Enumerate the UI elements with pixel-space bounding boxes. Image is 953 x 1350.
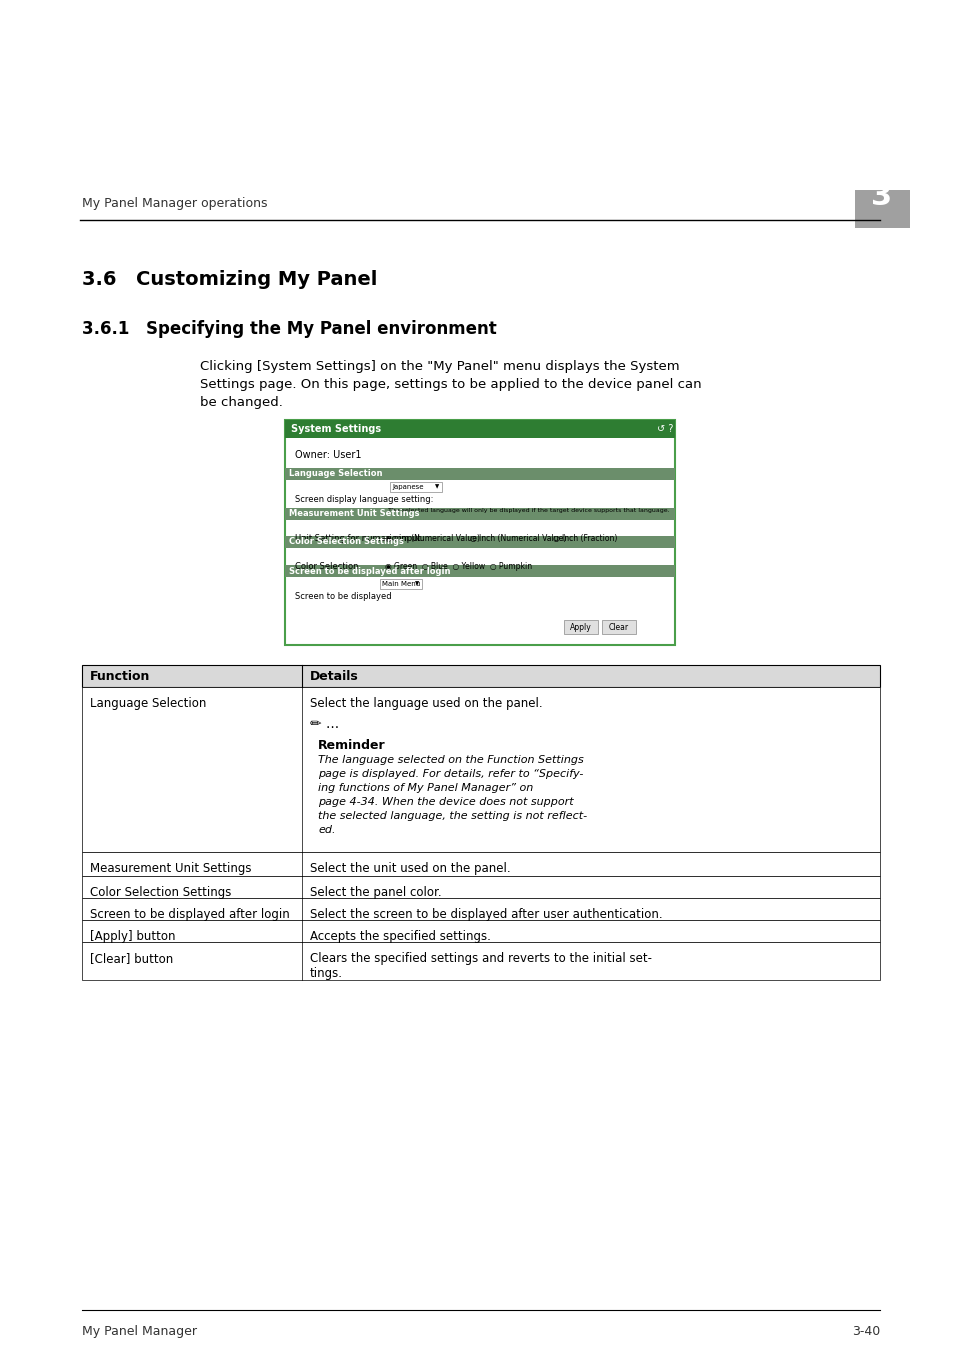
Text: ✏ ...: ✏ ... — [310, 717, 338, 730]
Bar — [82, 876, 879, 898]
Bar — [285, 508, 675, 520]
FancyBboxPatch shape — [854, 190, 909, 228]
FancyBboxPatch shape — [601, 620, 636, 634]
FancyBboxPatch shape — [563, 620, 598, 634]
Text: page 4-34. When the device does not support: page 4-34. When the device does not supp… — [317, 796, 573, 807]
Bar — [82, 852, 879, 876]
Bar — [285, 420, 675, 645]
Text: Measurement Unit Settings: Measurement Unit Settings — [90, 863, 252, 875]
Text: Main Menu: Main Menu — [381, 580, 420, 587]
Text: ○ Inch (Fraction): ○ Inch (Fraction) — [553, 535, 617, 543]
Text: The selected language will only be displayed if the target device supports that : The selected language will only be displ… — [388, 508, 669, 513]
Text: Apply: Apply — [570, 622, 591, 632]
Text: 3.6 Customizing My Panel: 3.6 Customizing My Panel — [82, 270, 377, 289]
Text: the selected language, the setting is not reflect-: the selected language, the setting is no… — [317, 811, 586, 821]
Bar — [285, 536, 675, 548]
Text: 3.6.1 Specifying the My Panel environment: 3.6.1 Specifying the My Panel environmen… — [82, 320, 497, 338]
Text: ◉ Green  ○ Blue  ○ Yellow  ○ Pumpkin: ◉ Green ○ Blue ○ Yellow ○ Pumpkin — [385, 562, 532, 571]
Text: Owner: User1: Owner: User1 — [294, 450, 361, 460]
Text: 3: 3 — [870, 182, 892, 211]
Bar — [285, 468, 675, 481]
Text: Clears the specified settings and reverts to the initial set-
tings.: Clears the specified settings and revert… — [310, 952, 651, 980]
Text: The language selected on the Function Settings: The language selected on the Function Se… — [317, 755, 583, 765]
Text: My Panel Manager: My Panel Manager — [82, 1324, 196, 1338]
Bar — [82, 687, 879, 852]
Text: Function: Function — [90, 670, 151, 683]
Text: Accepts the specified settings.: Accepts the specified settings. — [310, 930, 491, 944]
Text: Measurement Unit Settings: Measurement Unit Settings — [289, 509, 419, 518]
Text: 3-40: 3-40 — [851, 1324, 879, 1338]
Text: Select the unit used on the panel.: Select the unit used on the panel. — [310, 863, 510, 875]
Text: ▼: ▼ — [435, 485, 438, 490]
Text: Select the panel color.: Select the panel color. — [310, 886, 441, 899]
Text: ed.: ed. — [317, 825, 335, 836]
Text: Japanese: Japanese — [392, 485, 423, 490]
Text: [Clear] button: [Clear] button — [90, 952, 173, 965]
Text: ◉ mm (Numerical Value): ◉ mm (Numerical Value) — [385, 535, 479, 543]
Text: Screen to be displayed: Screen to be displayed — [294, 593, 392, 601]
FancyBboxPatch shape — [390, 482, 441, 491]
Text: Screen to be displayed after login: Screen to be displayed after login — [90, 909, 290, 921]
Text: Screen to be displayed after login: Screen to be displayed after login — [289, 567, 450, 575]
Text: ▼: ▼ — [415, 582, 418, 586]
Text: Language Selection: Language Selection — [289, 470, 382, 478]
Text: Reminder: Reminder — [317, 738, 385, 752]
Bar — [82, 898, 879, 919]
Text: Color Selection Settings: Color Selection Settings — [289, 537, 403, 547]
Text: be changed.: be changed. — [200, 396, 283, 409]
Text: Color Selection Settings: Color Selection Settings — [90, 886, 232, 899]
Text: Language Selection: Language Selection — [90, 697, 206, 710]
Bar — [285, 566, 675, 576]
Text: My Panel Manager operations: My Panel Manager operations — [82, 197, 267, 211]
Text: ○ Inch (Numerical Value): ○ Inch (Numerical Value) — [470, 535, 566, 543]
Text: page is displayed. For details, refer to “Specify-: page is displayed. For details, refer to… — [317, 769, 583, 779]
Text: Unit Setting for numeric input: Unit Setting for numeric input — [294, 535, 420, 543]
Bar — [82, 666, 879, 687]
Bar — [285, 420, 675, 437]
Text: Screen display language setting:: Screen display language setting: — [294, 495, 433, 504]
Bar — [82, 919, 879, 942]
Text: Details: Details — [310, 670, 358, 683]
Text: Select the screen to be displayed after user authentication.: Select the screen to be displayed after … — [310, 909, 662, 921]
FancyBboxPatch shape — [379, 579, 421, 589]
Text: ing functions of My Panel Manager” on: ing functions of My Panel Manager” on — [317, 783, 533, 792]
Text: Clicking [System Settings] on the "My Panel" menu displays the System: Clicking [System Settings] on the "My Pa… — [200, 360, 679, 373]
Text: System Settings: System Settings — [291, 424, 381, 433]
Text: [Apply] button: [Apply] button — [90, 930, 175, 944]
Text: Color Selection: Color Selection — [294, 562, 358, 571]
Bar — [82, 942, 879, 980]
Text: ↺ ?: ↺ ? — [657, 424, 673, 433]
Text: Settings page. On this page, settings to be applied to the device panel can: Settings page. On this page, settings to… — [200, 378, 700, 392]
Text: Clear: Clear — [608, 622, 628, 632]
Text: Select the language used on the panel.: Select the language used on the panel. — [310, 697, 542, 710]
